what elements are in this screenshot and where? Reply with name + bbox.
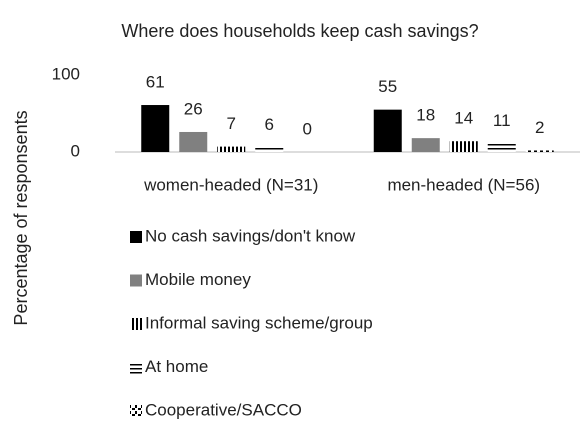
- y-axis-label: Percentage of responsents: [11, 110, 31, 325]
- legend-marker: [130, 361, 142, 374]
- bar: [525, 150, 554, 152]
- data-label: 7: [227, 114, 236, 133]
- y-tick-label: 100: [52, 64, 80, 83]
- legend-label: No cash savings/don't know: [145, 226, 356, 245]
- legend-label: At home: [145, 357, 208, 376]
- bar: [255, 147, 284, 152]
- legend-marker: [130, 405, 142, 417]
- data-label: 11: [493, 111, 511, 130]
- legend-label: Cooperative/SACCO: [145, 400, 302, 419]
- data-label: 55: [378, 77, 397, 96]
- y-tick-label: 0: [71, 141, 80, 160]
- data-label: 6: [265, 115, 274, 134]
- data-label: 26: [184, 99, 203, 118]
- x-tick-label: men-headed (N=56): [387, 175, 540, 194]
- bar: [179, 131, 208, 152]
- legend-label: Informal saving scheme/group: [145, 313, 373, 332]
- x-tick-label: women-headed (N=31): [143, 175, 318, 194]
- legend-marker: [130, 318, 142, 330]
- legend-marker: [130, 231, 142, 243]
- bar: [373, 109, 402, 152]
- bar: [217, 146, 246, 152]
- bar: [449, 141, 478, 152]
- data-label: 18: [416, 106, 435, 125]
- bar: [411, 138, 440, 152]
- data-label: 0: [303, 119, 312, 138]
- chart-title: Where does households keep cash savings?: [121, 21, 478, 41]
- bar: [487, 143, 516, 152]
- data-label: 61: [146, 73, 165, 92]
- data-label: 2: [535, 118, 544, 137]
- data-label: 14: [454, 109, 473, 128]
- bar: [141, 105, 170, 152]
- legend-label: Mobile money: [145, 270, 251, 289]
- legend-marker: [130, 274, 142, 287]
